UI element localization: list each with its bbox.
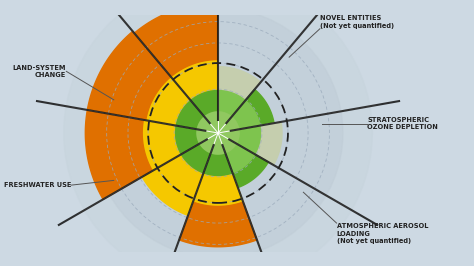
Circle shape <box>93 8 343 258</box>
Polygon shape <box>134 3 218 77</box>
Text: ATMOSPHERIC AEROSOL
LOADING
(Not yet quantified): ATMOSPHERIC AEROSOL LOADING (Not yet qua… <box>337 223 428 244</box>
Polygon shape <box>87 31 171 120</box>
Polygon shape <box>203 110 218 133</box>
Text: FRESHWATER USE: FRESHWATER USE <box>4 182 71 188</box>
Polygon shape <box>196 116 218 133</box>
Polygon shape <box>142 155 203 215</box>
Polygon shape <box>256 122 282 165</box>
Polygon shape <box>203 154 233 177</box>
Polygon shape <box>218 89 246 116</box>
Polygon shape <box>218 110 233 133</box>
Polygon shape <box>233 99 261 129</box>
Text: LAND-SYSTEM
CHANGE: LAND-SYSTEM CHANGE <box>13 65 66 78</box>
Polygon shape <box>196 129 218 144</box>
Polygon shape <box>142 120 180 171</box>
Polygon shape <box>180 144 210 174</box>
Polygon shape <box>218 133 237 154</box>
Polygon shape <box>190 89 218 116</box>
Polygon shape <box>233 155 268 188</box>
Polygon shape <box>179 202 257 247</box>
Polygon shape <box>85 110 152 199</box>
Polygon shape <box>174 125 199 155</box>
Polygon shape <box>218 116 240 133</box>
Polygon shape <box>171 60 218 99</box>
Polygon shape <box>146 77 190 125</box>
Polygon shape <box>199 133 218 154</box>
Polygon shape <box>218 67 261 99</box>
Polygon shape <box>218 129 240 144</box>
Polygon shape <box>210 133 226 156</box>
Polygon shape <box>237 125 262 155</box>
Text: STRATOSPHERIC
OZONE DEPLETION: STRATOSPHERIC OZONE DEPLETION <box>367 117 438 130</box>
Polygon shape <box>226 144 256 174</box>
Circle shape <box>64 0 373 266</box>
Polygon shape <box>175 99 203 129</box>
Text: NOVEL ENTITIES
(Not yet quantified): NOVEL ENTITIES (Not yet quantified) <box>320 15 394 29</box>
Polygon shape <box>193 174 243 206</box>
Polygon shape <box>246 89 274 125</box>
